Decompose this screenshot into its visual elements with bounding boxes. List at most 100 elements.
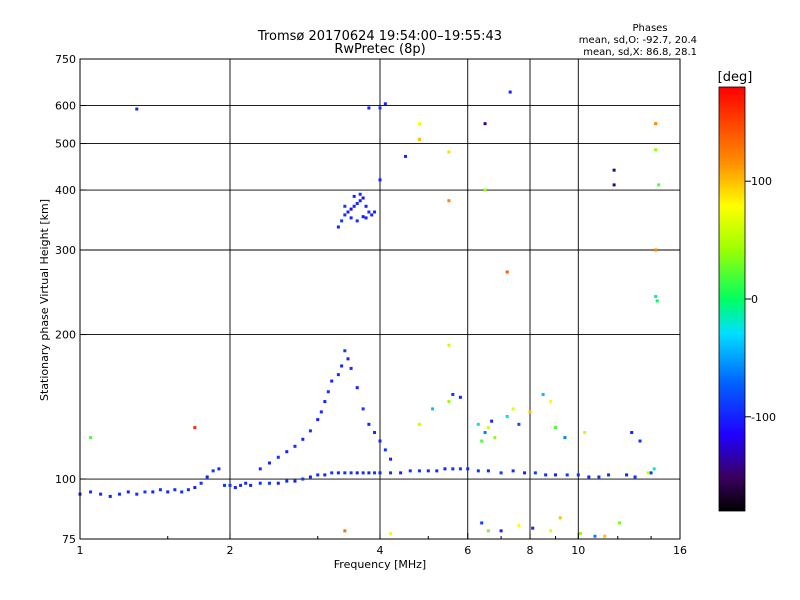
data-point bbox=[578, 532, 582, 536]
y-tick-label: 200 bbox=[55, 329, 76, 342]
data-point bbox=[587, 475, 591, 479]
data-point bbox=[553, 473, 557, 477]
data-point bbox=[565, 473, 569, 477]
data-point bbox=[399, 471, 403, 475]
data-point bbox=[117, 492, 121, 496]
x-axis-label: Frequency [MHz] bbox=[334, 558, 426, 571]
data-point bbox=[638, 439, 642, 443]
data-point bbox=[358, 192, 362, 196]
data-point bbox=[654, 295, 658, 299]
x-axis-ticks: 1 2 4 6 8 10 16 bbox=[77, 533, 687, 557]
data-point bbox=[630, 431, 634, 435]
data-point bbox=[447, 400, 451, 404]
data-point bbox=[323, 473, 327, 477]
data-point bbox=[367, 210, 371, 214]
data-point bbox=[528, 410, 532, 414]
data-point bbox=[293, 479, 297, 483]
data-point bbox=[486, 529, 490, 533]
data-point bbox=[361, 471, 365, 475]
data-point bbox=[258, 467, 262, 471]
data-point bbox=[186, 488, 190, 492]
data-point bbox=[323, 400, 327, 404]
data-point bbox=[276, 481, 280, 485]
data-point bbox=[458, 467, 462, 471]
colorbar-ticks: 100 0 -100 bbox=[745, 175, 776, 424]
data-point bbox=[89, 436, 93, 440]
data-point bbox=[654, 148, 658, 152]
phases-x-line: mean, sd,X: 86.8, 28.1 bbox=[583, 47, 697, 58]
data-point bbox=[531, 526, 535, 530]
data-point bbox=[355, 386, 359, 390]
data-point bbox=[633, 475, 637, 479]
y-tick-label: 600 bbox=[55, 100, 76, 113]
data-point bbox=[505, 270, 509, 274]
data-point bbox=[378, 471, 382, 475]
data-point bbox=[597, 475, 601, 479]
data-point bbox=[625, 473, 629, 477]
data-point bbox=[370, 213, 374, 217]
data-point bbox=[352, 194, 356, 198]
data-point bbox=[458, 395, 462, 399]
data-point bbox=[490, 419, 494, 423]
phases-o-line: mean, sd,O: -92.7, 20.4 bbox=[579, 35, 697, 46]
data-point bbox=[603, 534, 607, 538]
data-point bbox=[249, 483, 253, 487]
colorbar-tick-label: 0 bbox=[751, 293, 758, 306]
data-point bbox=[343, 529, 347, 533]
y-tick-label: 400 bbox=[55, 184, 76, 197]
chart-subtitle: RwPretec (8p) bbox=[334, 42, 425, 57]
data-point bbox=[158, 488, 162, 492]
data-point bbox=[293, 444, 297, 448]
x-tick-label: 1 bbox=[77, 544, 84, 557]
data-point bbox=[505, 414, 509, 418]
data-point bbox=[618, 521, 622, 525]
data-point bbox=[389, 471, 393, 475]
data-point bbox=[508, 90, 512, 94]
data-point bbox=[517, 422, 521, 426]
data-point bbox=[319, 410, 323, 414]
data-point bbox=[378, 106, 382, 110]
data-point bbox=[499, 471, 503, 475]
data-point bbox=[383, 448, 387, 452]
data-point bbox=[443, 467, 447, 471]
data-point bbox=[108, 494, 112, 498]
data-point bbox=[612, 168, 616, 172]
data-point bbox=[451, 393, 455, 397]
data-point bbox=[378, 439, 382, 443]
data-point bbox=[343, 349, 347, 353]
data-point bbox=[316, 473, 320, 477]
data-point bbox=[349, 207, 353, 211]
data-point bbox=[476, 469, 480, 473]
data-point bbox=[403, 154, 407, 158]
data-point bbox=[267, 481, 271, 485]
data-point bbox=[417, 137, 421, 141]
colorbar-tick-label: -100 bbox=[751, 411, 776, 424]
data-point bbox=[361, 407, 365, 411]
data-point bbox=[343, 204, 347, 208]
data-point bbox=[126, 490, 130, 494]
data-point bbox=[199, 481, 203, 485]
data-point bbox=[326, 390, 330, 394]
data-point bbox=[330, 471, 334, 475]
data-point bbox=[612, 183, 616, 187]
data-point bbox=[285, 450, 289, 454]
data-point bbox=[308, 475, 312, 479]
x-tick-label: 2 bbox=[227, 544, 234, 557]
data-point bbox=[355, 201, 359, 205]
data-point bbox=[373, 210, 377, 214]
data-point bbox=[211, 469, 215, 473]
data-point bbox=[228, 483, 232, 487]
data-points bbox=[78, 90, 661, 538]
data-point bbox=[486, 426, 490, 430]
data-point bbox=[143, 490, 147, 494]
data-point bbox=[447, 150, 451, 154]
data-point bbox=[576, 473, 580, 477]
data-point bbox=[308, 429, 312, 433]
colorbar bbox=[719, 87, 745, 511]
data-point bbox=[451, 467, 455, 471]
data-point bbox=[389, 457, 393, 461]
data-point bbox=[533, 471, 537, 475]
data-point bbox=[352, 204, 356, 208]
data-point bbox=[99, 492, 103, 496]
x-tick-label: 10 bbox=[571, 544, 585, 557]
